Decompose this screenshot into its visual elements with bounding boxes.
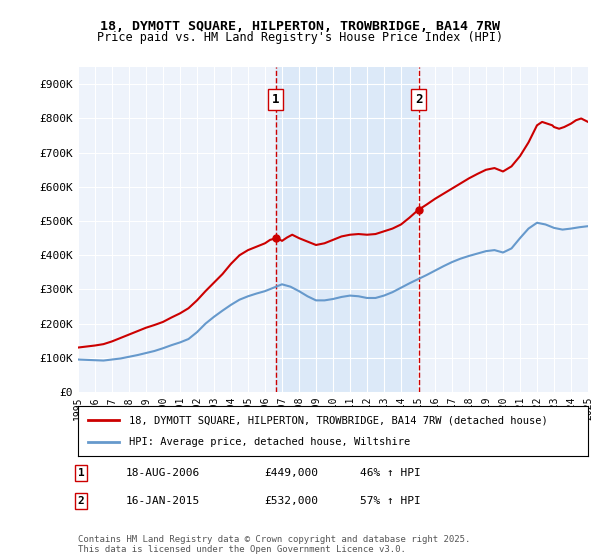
Bar	[276, 67, 419, 392]
Text: 18, DYMOTT SQUARE, HILPERTON, TROWBRIDGE, BA14 7RW (detached house): 18, DYMOTT SQUARE, HILPERTON, TROWBRIDGE…	[129, 415, 548, 425]
Text: 18, DYMOTT SQUARE, HILPERTON, TROWBRIDGE, BA14 7RW: 18, DYMOTT SQUARE, HILPERTON, TROWBRIDGE…	[100, 20, 500, 32]
Text: 46% ↑ HPI: 46% ↑ HPI	[360, 468, 421, 478]
Text: £532,000: £532,000	[264, 496, 318, 506]
Text: Contains HM Land Registry data © Crown copyright and database right 2025.
This d: Contains HM Land Registry data © Crown c…	[78, 535, 470, 554]
Text: £449,000: £449,000	[264, 468, 318, 478]
Text: 18-AUG-2006: 18-AUG-2006	[126, 468, 200, 478]
Text: HPI: Average price, detached house, Wiltshire: HPI: Average price, detached house, Wilt…	[129, 437, 410, 447]
Text: 2: 2	[77, 496, 85, 506]
Text: 16-JAN-2015: 16-JAN-2015	[126, 496, 200, 506]
Text: Price paid vs. HM Land Registry's House Price Index (HPI): Price paid vs. HM Land Registry's House …	[97, 31, 503, 44]
Text: 2: 2	[415, 93, 422, 106]
Text: 1: 1	[272, 93, 280, 106]
Text: 1: 1	[77, 468, 85, 478]
Text: 57% ↑ HPI: 57% ↑ HPI	[360, 496, 421, 506]
